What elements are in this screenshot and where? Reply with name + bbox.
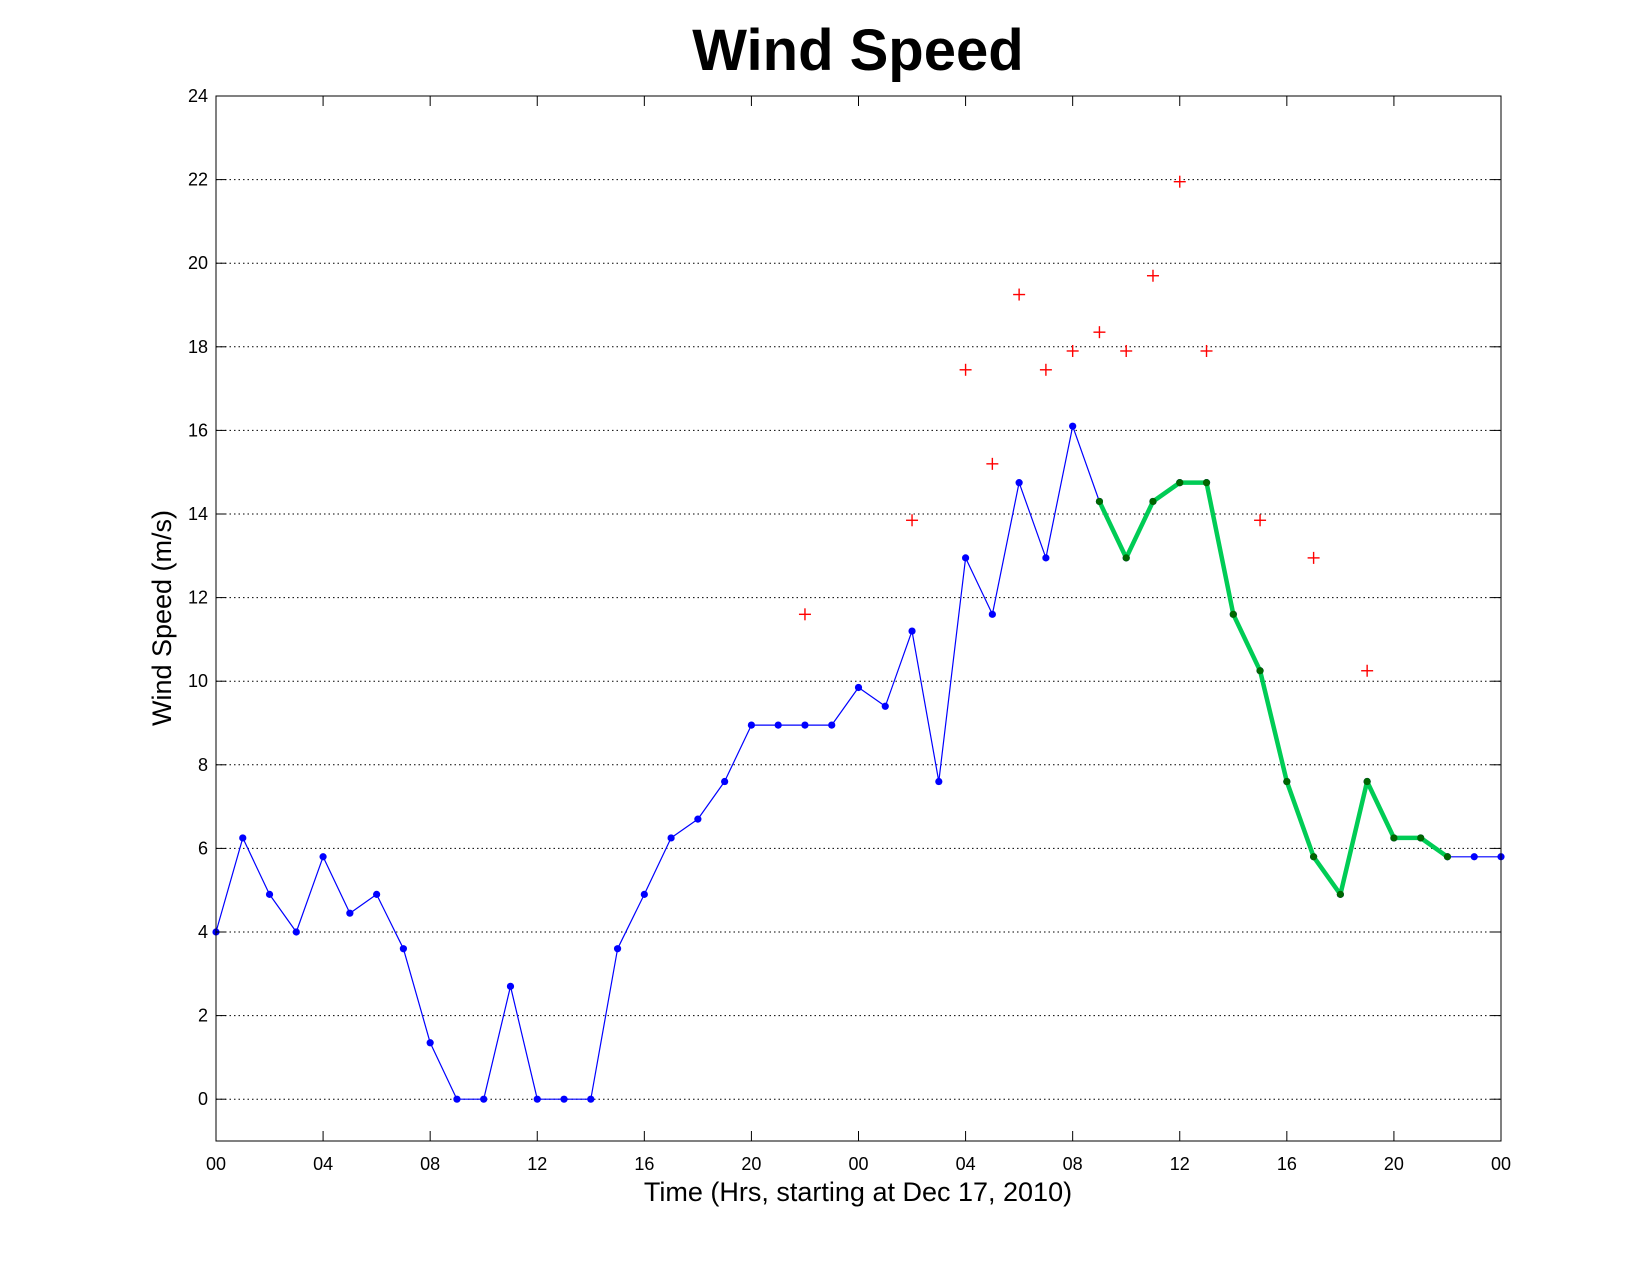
forecast-point <box>1095 497 1104 506</box>
wind-speed-point <box>1015 479 1023 487</box>
wind-speed-point <box>346 909 354 917</box>
forecast-point <box>1202 479 1211 487</box>
wind-speed-point <box>667 834 675 842</box>
x-tick-label: 12 <box>527 1154 547 1174</box>
observed-plus-point <box>1307 551 1320 564</box>
wind-speed-point <box>1069 422 1077 430</box>
observed-plus-point <box>1013 288 1026 301</box>
observed-plus-point <box>1200 344 1213 357</box>
y-tick-label: 14 <box>188 504 208 524</box>
x-tick-label: 20 <box>741 1154 761 1174</box>
y-tick-label: 18 <box>188 337 208 357</box>
wind-speed-point <box>560 1095 568 1103</box>
forecast-point <box>1390 834 1398 842</box>
wind-speed-point <box>319 853 327 861</box>
wind-speed-point <box>426 1039 434 1047</box>
observed-plus-point <box>1146 269 1159 282</box>
observed-plus-point <box>1120 344 1133 357</box>
x-tick-label: 04 <box>313 1154 333 1174</box>
x-tick-label: 00 <box>848 1154 868 1174</box>
wind-speed-point <box>747 721 756 729</box>
y-tick-label: 8 <box>198 755 208 775</box>
y-axis-label: Wind Speed (m/s) <box>147 510 177 726</box>
observed-plus-point <box>906 514 919 527</box>
wind-speed-point <box>453 1095 461 1103</box>
x-tick-label: 20 <box>1384 1154 1404 1174</box>
wind-speed-point <box>801 721 809 729</box>
x-tick-label: 08 <box>1063 1154 1083 1174</box>
wind-speed-point <box>694 815 702 823</box>
wind-speed-point <box>988 610 996 618</box>
wind-speed-point <box>854 683 863 692</box>
x-tick-label: 16 <box>634 1154 654 1174</box>
y-tick-label: 16 <box>188 420 208 440</box>
x-tick-label: 08 <box>420 1154 440 1174</box>
wind-speed-point <box>239 834 247 842</box>
observed-plus-point <box>1093 326 1106 339</box>
forecast-point <box>1122 554 1130 562</box>
x-tick-label: 00 <box>1491 1154 1511 1174</box>
wind-speed-point <box>828 721 836 729</box>
observed-plus-point <box>1361 664 1374 677</box>
wind-speed-point <box>373 890 381 898</box>
x-tick-label: 04 <box>956 1154 976 1174</box>
wind-speed-point <box>506 982 515 990</box>
y-tick-label: 20 <box>188 253 208 273</box>
series-layer <box>212 175 1505 1103</box>
forecast-point <box>1417 834 1425 842</box>
y-tick-label: 2 <box>198 1006 208 1026</box>
forecast-point <box>1283 777 1291 786</box>
forecast-point <box>1443 853 1452 861</box>
y-tick-label: 24 <box>188 86 208 106</box>
forecast-point <box>1149 497 1157 506</box>
x-tick-label: 12 <box>1170 1154 1190 1174</box>
y-tick-label: 4 <box>198 922 208 942</box>
wind-speed-point <box>961 554 970 562</box>
wind-speed-point <box>881 702 889 710</box>
observed-plus-point <box>959 363 972 376</box>
wind-speed-point <box>265 890 274 898</box>
observed-plus-point <box>986 457 999 470</box>
observed-plus-point <box>1039 363 1052 376</box>
y-tick-label: 22 <box>188 170 208 190</box>
wind-speed-point <box>1470 853 1478 861</box>
y-tick-label: 0 <box>198 1089 208 1109</box>
forecast-point <box>1336 890 1344 898</box>
wind-speed-point <box>935 777 943 786</box>
wind-speed-point <box>1042 554 1050 562</box>
wind-speed-point <box>908 627 916 635</box>
wind-speed-point <box>292 928 300 936</box>
y-tick-label: 12 <box>188 588 208 608</box>
chart-title: Wind Speed <box>692 18 1023 83</box>
observed-plus-point <box>1173 175 1186 188</box>
forecast-point <box>1256 667 1264 675</box>
wind-speed-point <box>774 721 782 729</box>
y-tick-label: 10 <box>188 671 208 691</box>
y-tick-label: 6 <box>198 838 208 858</box>
wind-speed-point <box>613 945 622 953</box>
observed-plus-point <box>1066 344 1079 357</box>
wind-speed-point <box>480 1095 488 1103</box>
x-axis-label: Time (Hrs, starting at Dec 17, 2010) <box>644 1177 1072 1207</box>
wind-speed-point <box>721 777 729 786</box>
plot-area <box>216 96 1501 1141</box>
forecast-point <box>1310 853 1318 861</box>
wind-speed-point <box>533 1095 541 1103</box>
observed-plus-point <box>798 608 811 621</box>
wind-speed-point <box>640 890 648 898</box>
observed-plus-point <box>1254 514 1267 527</box>
forecast-point <box>1176 479 1184 487</box>
x-tick-label: 16 <box>1277 1154 1297 1174</box>
wind-speed-point <box>587 1095 595 1103</box>
forecast-point <box>1229 610 1237 618</box>
x-tick-label: 00 <box>206 1154 226 1174</box>
wind-speed-point <box>399 945 407 953</box>
forecast-series-line <box>1097 480 1450 897</box>
forecast-point <box>1363 777 1371 786</box>
